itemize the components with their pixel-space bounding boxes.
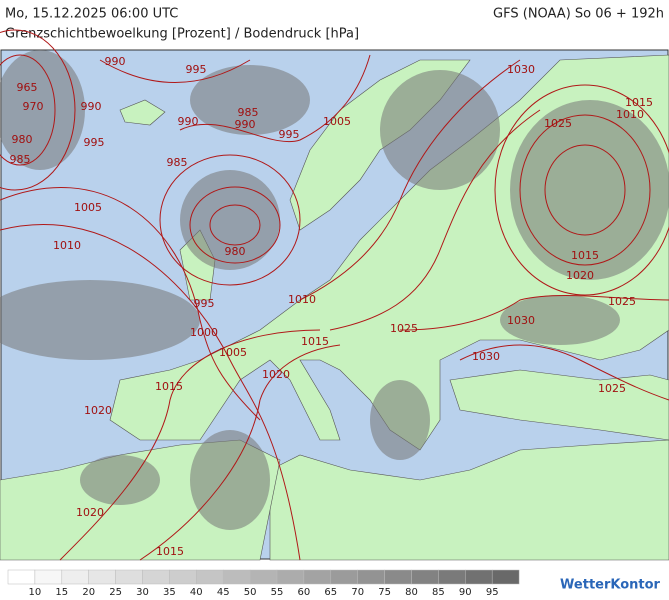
legend: 10 15 20 25 30 35 40 45 50 55 60 65 70 75 80 85 90 95 <box>7 569 520 598</box>
legend-label: 45 <box>217 587 230 598</box>
legend-swatch <box>169 569 197 585</box>
isobar-label: 965 <box>17 81 38 94</box>
isobar-label: 1000 <box>190 326 218 339</box>
legend-label: 25 <box>109 587 122 598</box>
legend-swatch <box>411 569 439 585</box>
isobar-label: 1005 <box>74 201 102 214</box>
isobar-label: 1005 <box>219 346 247 359</box>
legend-swatch <box>196 569 224 585</box>
isobar-label: 1015 <box>571 249 599 262</box>
isobar-label: 1030 <box>472 350 500 363</box>
legend-label: 35 <box>163 587 176 598</box>
legend-label: 95 <box>486 587 499 598</box>
legend-label: 15 <box>55 587 68 598</box>
legend-swatch <box>330 569 358 585</box>
isobar-label: 990 <box>178 115 199 128</box>
legend-swatch <box>303 569 332 585</box>
isobar-label: 1025 <box>598 382 626 395</box>
legend-swatch <box>142 569 170 585</box>
isobar-label: 970 <box>23 100 44 113</box>
isobar-label: 1010 <box>53 239 81 252</box>
legend-label: 90 <box>459 587 472 598</box>
legend-swatch <box>222 569 251 585</box>
legend-label: 65 <box>324 587 337 598</box>
isobar-label: 1025 <box>544 117 572 130</box>
isobar-label: 1025 <box>390 322 418 335</box>
legend-swatch <box>276 569 305 585</box>
isobar-label: 985 <box>10 153 31 166</box>
header-subtitle: Grenzschichtbewoelkung [Prozent] / Boden… <box>5 27 359 42</box>
isobar-label: 995 <box>186 63 207 76</box>
isobar-label: 1015 <box>156 545 184 558</box>
isobar-label: 995 <box>194 297 215 310</box>
isobar-label: 990 <box>235 118 256 131</box>
isobar-label: 995 <box>279 128 300 141</box>
isobar-label: 995 <box>84 136 105 149</box>
legend-swatch <box>357 569 385 585</box>
logo: WetterKontor <box>560 578 661 593</box>
isobar-label: 1015 <box>625 96 653 109</box>
legend-swatch <box>88 569 116 585</box>
isobar-label: 1020 <box>566 269 594 282</box>
legend-swatch <box>7 569 36 585</box>
legend-label: 10 <box>29 587 42 598</box>
isobar-label: 1015 <box>155 380 183 393</box>
isobar-label: 990 <box>105 55 126 68</box>
isobars <box>0 29 669 561</box>
isobar-label: 1030 <box>507 314 535 327</box>
isobar-label: 1020 <box>262 368 290 381</box>
legend-swatch <box>61 569 89 585</box>
isobar-label: 1010 <box>288 293 316 306</box>
clouds <box>0 50 669 530</box>
legend-label: 55 <box>271 587 284 598</box>
legend-label: 20 <box>82 587 95 598</box>
isobar-label: 985 <box>238 106 259 119</box>
isobar-label: 985 <box>167 156 188 169</box>
isobar-label: 990 <box>81 100 102 113</box>
header-model: GFS (NOAA) So 06 + 192h <box>493 7 664 22</box>
legend-label: 75 <box>378 587 391 598</box>
legend-label: 80 <box>405 587 418 598</box>
legend-label: 70 <box>351 587 364 598</box>
isobar-label: 1010 <box>616 108 644 121</box>
legend-swatch <box>34 569 63 585</box>
legend-swatch <box>491 569 520 585</box>
legend-swatch <box>465 569 493 585</box>
isobar-label: 980 <box>225 245 246 258</box>
legend-swatch <box>115 569 143 585</box>
isobar-label: 1030 <box>507 63 535 76</box>
isobar-label: 1025 <box>608 295 636 308</box>
legend-swatch <box>249 569 278 585</box>
isobar-label: 1020 <box>76 506 104 519</box>
legend-label: 50 <box>244 587 257 598</box>
legend-swatch <box>438 569 466 585</box>
legend-label: 60 <box>298 587 311 598</box>
legend-label: 40 <box>190 587 203 598</box>
isobar-label: 1005 <box>323 115 351 128</box>
isobar-label: 1020 <box>84 404 112 417</box>
legend-label: 85 <box>432 587 445 598</box>
header-datetime: Mo, 15.12.2025 06:00 UTC <box>5 7 178 22</box>
isobar-label: 1015 <box>301 335 329 348</box>
isobar-label: 980 <box>12 133 33 146</box>
legend-label: 30 <box>136 587 149 598</box>
legend-swatch <box>384 569 412 585</box>
